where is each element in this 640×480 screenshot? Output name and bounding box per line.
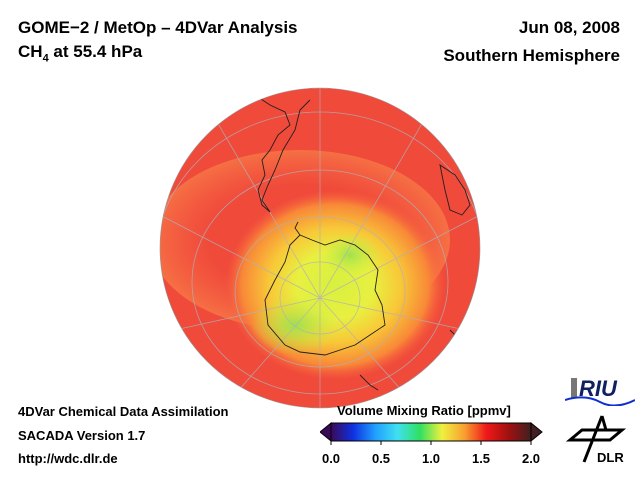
colorbar-tick: 0.5: [371, 451, 391, 466]
pressure-level: at 55.4 hPa: [48, 42, 143, 61]
species-level-title: CH4 at 55.4 hPa: [18, 42, 142, 64]
date-label: Jun 08, 2008: [518, 18, 620, 37]
svg-text:DLR: DLR: [597, 450, 624, 465]
species-subscript: 4: [42, 52, 49, 65]
colorbar-tick: 1.0: [421, 451, 441, 466]
footer-version: SACADA Version 1.7: [18, 428, 146, 443]
colorbar-gradient: [330, 422, 532, 442]
dlr-logo: DLR: [565, 415, 627, 465]
plot-title: GOME−2 / MetOp – 4DVar Analysis: [18, 18, 298, 37]
colorbar-title: Volume Mixing Ratio [ppmv]: [337, 403, 511, 418]
colorbar-tick: 1.5: [471, 451, 491, 466]
colorbar: [320, 421, 543, 445]
riu-logo: RIU: [565, 376, 635, 406]
footer-system: 4DVar Chemical Data Assimilation: [18, 404, 229, 419]
region-label: Southern Hemisphere: [443, 46, 620, 65]
colorbar-under-arrow: [320, 421, 332, 443]
colorbar-tick: 0.0: [321, 451, 341, 466]
footer-url: http://wdc.dlr.de: [18, 451, 118, 466]
species-name: CH: [18, 42, 43, 61]
colorbar-over-arrow: [530, 421, 543, 443]
colorbar-tick: 2.0: [521, 451, 541, 466]
